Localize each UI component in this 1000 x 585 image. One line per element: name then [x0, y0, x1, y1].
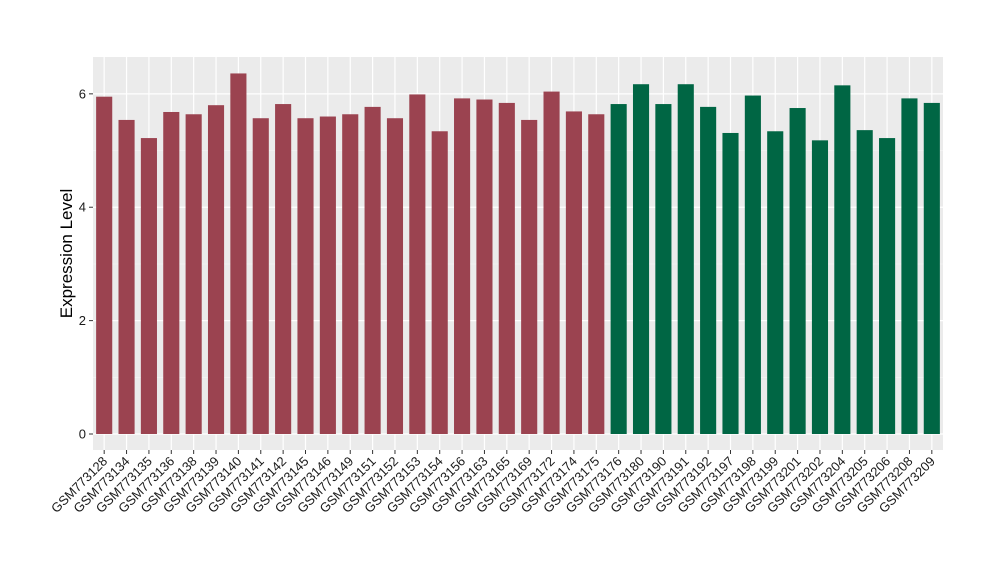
bar-GSM773154 — [431, 131, 448, 434]
bar-GSM773176 — [610, 104, 627, 434]
bar-GSM773209 — [923, 102, 940, 435]
y-tick-label: 0 — [79, 427, 86, 442]
bar-GSM773199 — [767, 131, 784, 434]
bar-GSM773204 — [834, 85, 851, 435]
bar-GSM773169 — [521, 119, 538, 434]
bar-GSM773180 — [632, 84, 650, 434]
bar-GSM773151 — [364, 106, 381, 434]
axes: 0246GSM773128GSM773134GSM773135GSM773136… — [48, 86, 938, 515]
bar-GSM773138 — [185, 114, 202, 435]
bar-GSM773165 — [498, 102, 515, 435]
bar-GSM773191 — [677, 84, 694, 434]
bar-GSM773152 — [386, 118, 404, 435]
bar-GSM773142 — [275, 104, 292, 434]
y-tick-label: 6 — [79, 86, 86, 101]
bar-GSM773141 — [252, 118, 269, 435]
bar-GSM773139 — [207, 105, 225, 434]
bar-GSM773146 — [319, 116, 336, 435]
bar-GSM773192 — [700, 106, 717, 434]
bar-GSM773136 — [163, 111, 180, 435]
bar-GSM773198 — [744, 95, 761, 434]
bar-GSM773135 — [140, 138, 157, 435]
bar-GSM773149 — [342, 114, 359, 435]
bar-GSM773140 — [230, 73, 247, 434]
bar-GSM773174 — [565, 111, 582, 434]
bar-GSM773153 — [409, 94, 426, 435]
bar-GSM773145 — [297, 118, 314, 435]
bar-GSM773201 — [789, 108, 806, 434]
bar-GSM773156 — [454, 98, 471, 435]
bars — [96, 73, 940, 435]
bar-GSM773202 — [811, 140, 829, 434]
bar-GSM773172 — [543, 91, 560, 434]
bar-GSM773206 — [879, 138, 896, 435]
bar-GSM773208 — [901, 98, 918, 435]
bar-GSM773163 — [476, 99, 493, 434]
bar-GSM773190 — [655, 104, 672, 434]
y-tick-label: 4 — [79, 200, 86, 215]
y-axis-title: Expression Level — [57, 189, 76, 318]
bar-GSM773128 — [96, 96, 113, 435]
bar-GSM773134 — [118, 119, 135, 434]
bar-GSM773205 — [856, 130, 873, 434]
y-tick-label: 2 — [79, 313, 86, 328]
bar-GSM773175 — [588, 114, 605, 435]
bar-GSM773197 — [722, 132, 739, 434]
